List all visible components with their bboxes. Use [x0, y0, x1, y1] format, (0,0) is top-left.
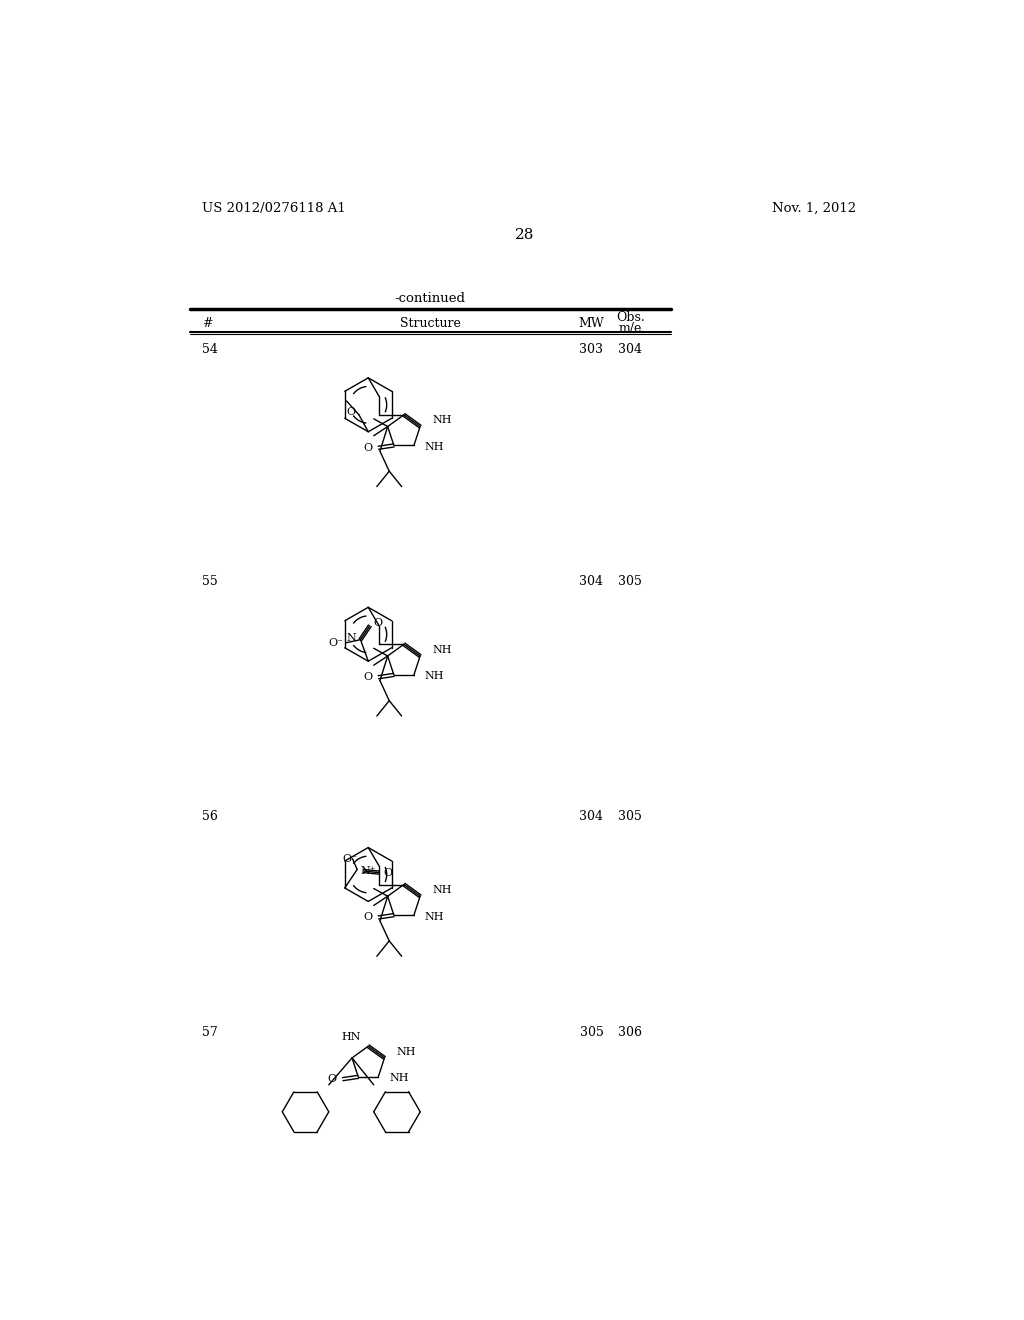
- Text: 305: 305: [580, 1026, 603, 1039]
- Text: m/e: m/e: [618, 322, 642, 335]
- Text: 306: 306: [618, 1026, 642, 1039]
- Text: NH: NH: [425, 672, 444, 681]
- Text: NH: NH: [432, 644, 452, 655]
- Text: Obs.: Obs.: [615, 312, 644, 325]
- Text: 55: 55: [202, 576, 217, 589]
- Text: 57: 57: [202, 1026, 217, 1039]
- Text: NH: NH: [389, 1073, 409, 1084]
- Text: O⁻: O⁻: [342, 854, 357, 863]
- Text: US 2012/0276118 A1: US 2012/0276118 A1: [202, 202, 345, 215]
- Text: 304: 304: [580, 576, 603, 589]
- Text: 305: 305: [618, 576, 642, 589]
- Text: NH: NH: [432, 416, 452, 425]
- Text: O: O: [364, 672, 372, 682]
- Text: O: O: [374, 619, 383, 628]
- Text: 28: 28: [515, 228, 535, 243]
- Text: O: O: [364, 912, 372, 923]
- Text: 56: 56: [202, 810, 217, 824]
- Text: O: O: [347, 407, 356, 417]
- Text: NH: NH: [425, 442, 444, 451]
- Text: NH: NH: [397, 1047, 417, 1057]
- Text: -continued: -continued: [394, 292, 466, 305]
- Text: 305: 305: [618, 810, 642, 824]
- Text: 304: 304: [580, 810, 603, 824]
- Text: 54: 54: [202, 343, 217, 356]
- Text: NH: NH: [425, 912, 444, 921]
- Text: N: N: [347, 634, 356, 643]
- Text: O: O: [364, 442, 372, 453]
- Text: O: O: [328, 1074, 337, 1084]
- Text: 303: 303: [580, 343, 603, 356]
- Text: NH: NH: [432, 884, 452, 895]
- Text: O: O: [384, 867, 392, 878]
- Text: HN: HN: [341, 1032, 360, 1041]
- Text: O⁻: O⁻: [329, 638, 343, 648]
- Text: 304: 304: [618, 343, 642, 356]
- Text: MW: MW: [579, 317, 604, 330]
- Text: Structure: Structure: [399, 317, 461, 330]
- Text: N⁺: N⁺: [360, 866, 376, 876]
- Text: Nov. 1, 2012: Nov. 1, 2012: [772, 202, 856, 215]
- Text: #: #: [202, 317, 212, 330]
